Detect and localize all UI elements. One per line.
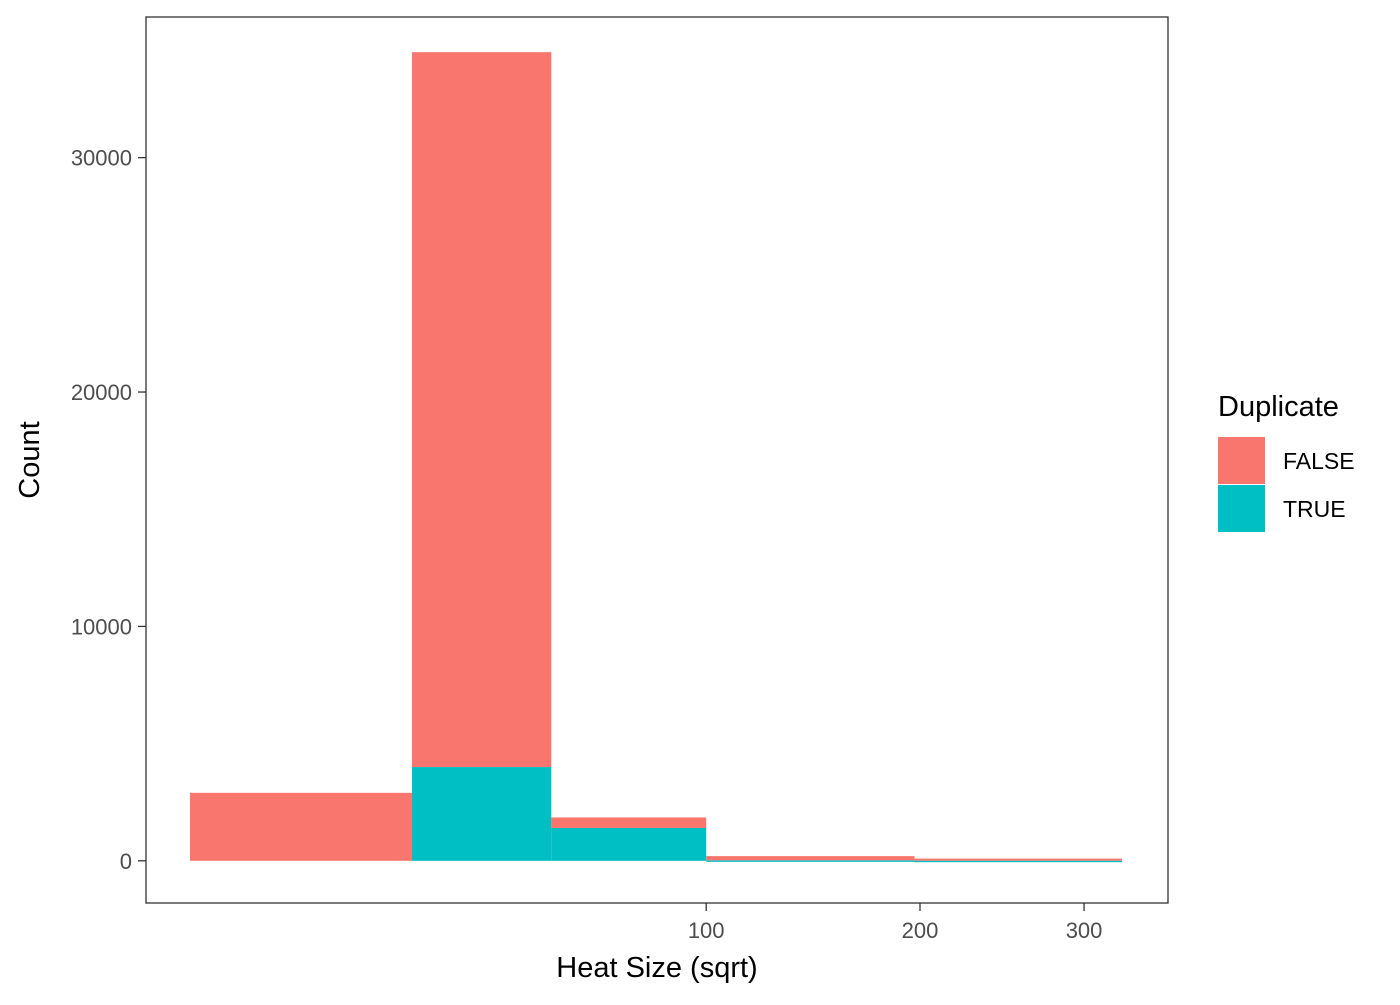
bar-false-bin-5 — [914, 858, 1122, 861]
bar-true-bin-2 — [412, 767, 552, 861]
legend-title: Duplicate — [1218, 391, 1339, 423]
y-tick-label: 30000 — [71, 146, 132, 171]
bar-false-bin-1 — [190, 792, 413, 861]
legend: Duplicate FALSE TRUE — [1218, 391, 1355, 532]
y-axis-title: Count — [14, 421, 46, 498]
legend-key-false — [1218, 437, 1265, 484]
x-axis: 100 200 300 — [688, 903, 1103, 943]
x-tick-label: 200 — [902, 918, 939, 943]
x-tick-label: 300 — [1066, 918, 1103, 943]
bar-false-bin-3 — [551, 817, 707, 828]
y-axis: 0 10000 20000 30000 — [71, 146, 146, 874]
legend-key-true — [1218, 485, 1265, 532]
bar-true-bin-3 — [551, 827, 707, 861]
bar-false-bin-2 — [412, 52, 552, 768]
legend-label-false: FALSE — [1283, 448, 1355, 474]
bar-true-bin-4 — [706, 860, 915, 862]
y-tick-label: 20000 — [71, 380, 132, 405]
plot-panel-border — [145, 16, 1169, 904]
bar-true-bin-5 — [914, 860, 1122, 863]
legend-label-true: TRUE — [1283, 496, 1346, 522]
x-tick-label: 100 — [688, 918, 725, 943]
y-tick-label: 0 — [120, 849, 132, 874]
x-axis-title: Heat Size (sqrt) — [556, 952, 757, 984]
y-tick-label: 10000 — [71, 614, 132, 639]
bars-layer — [190, 52, 1122, 863]
bar-false-bin-4 — [706, 856, 915, 861]
